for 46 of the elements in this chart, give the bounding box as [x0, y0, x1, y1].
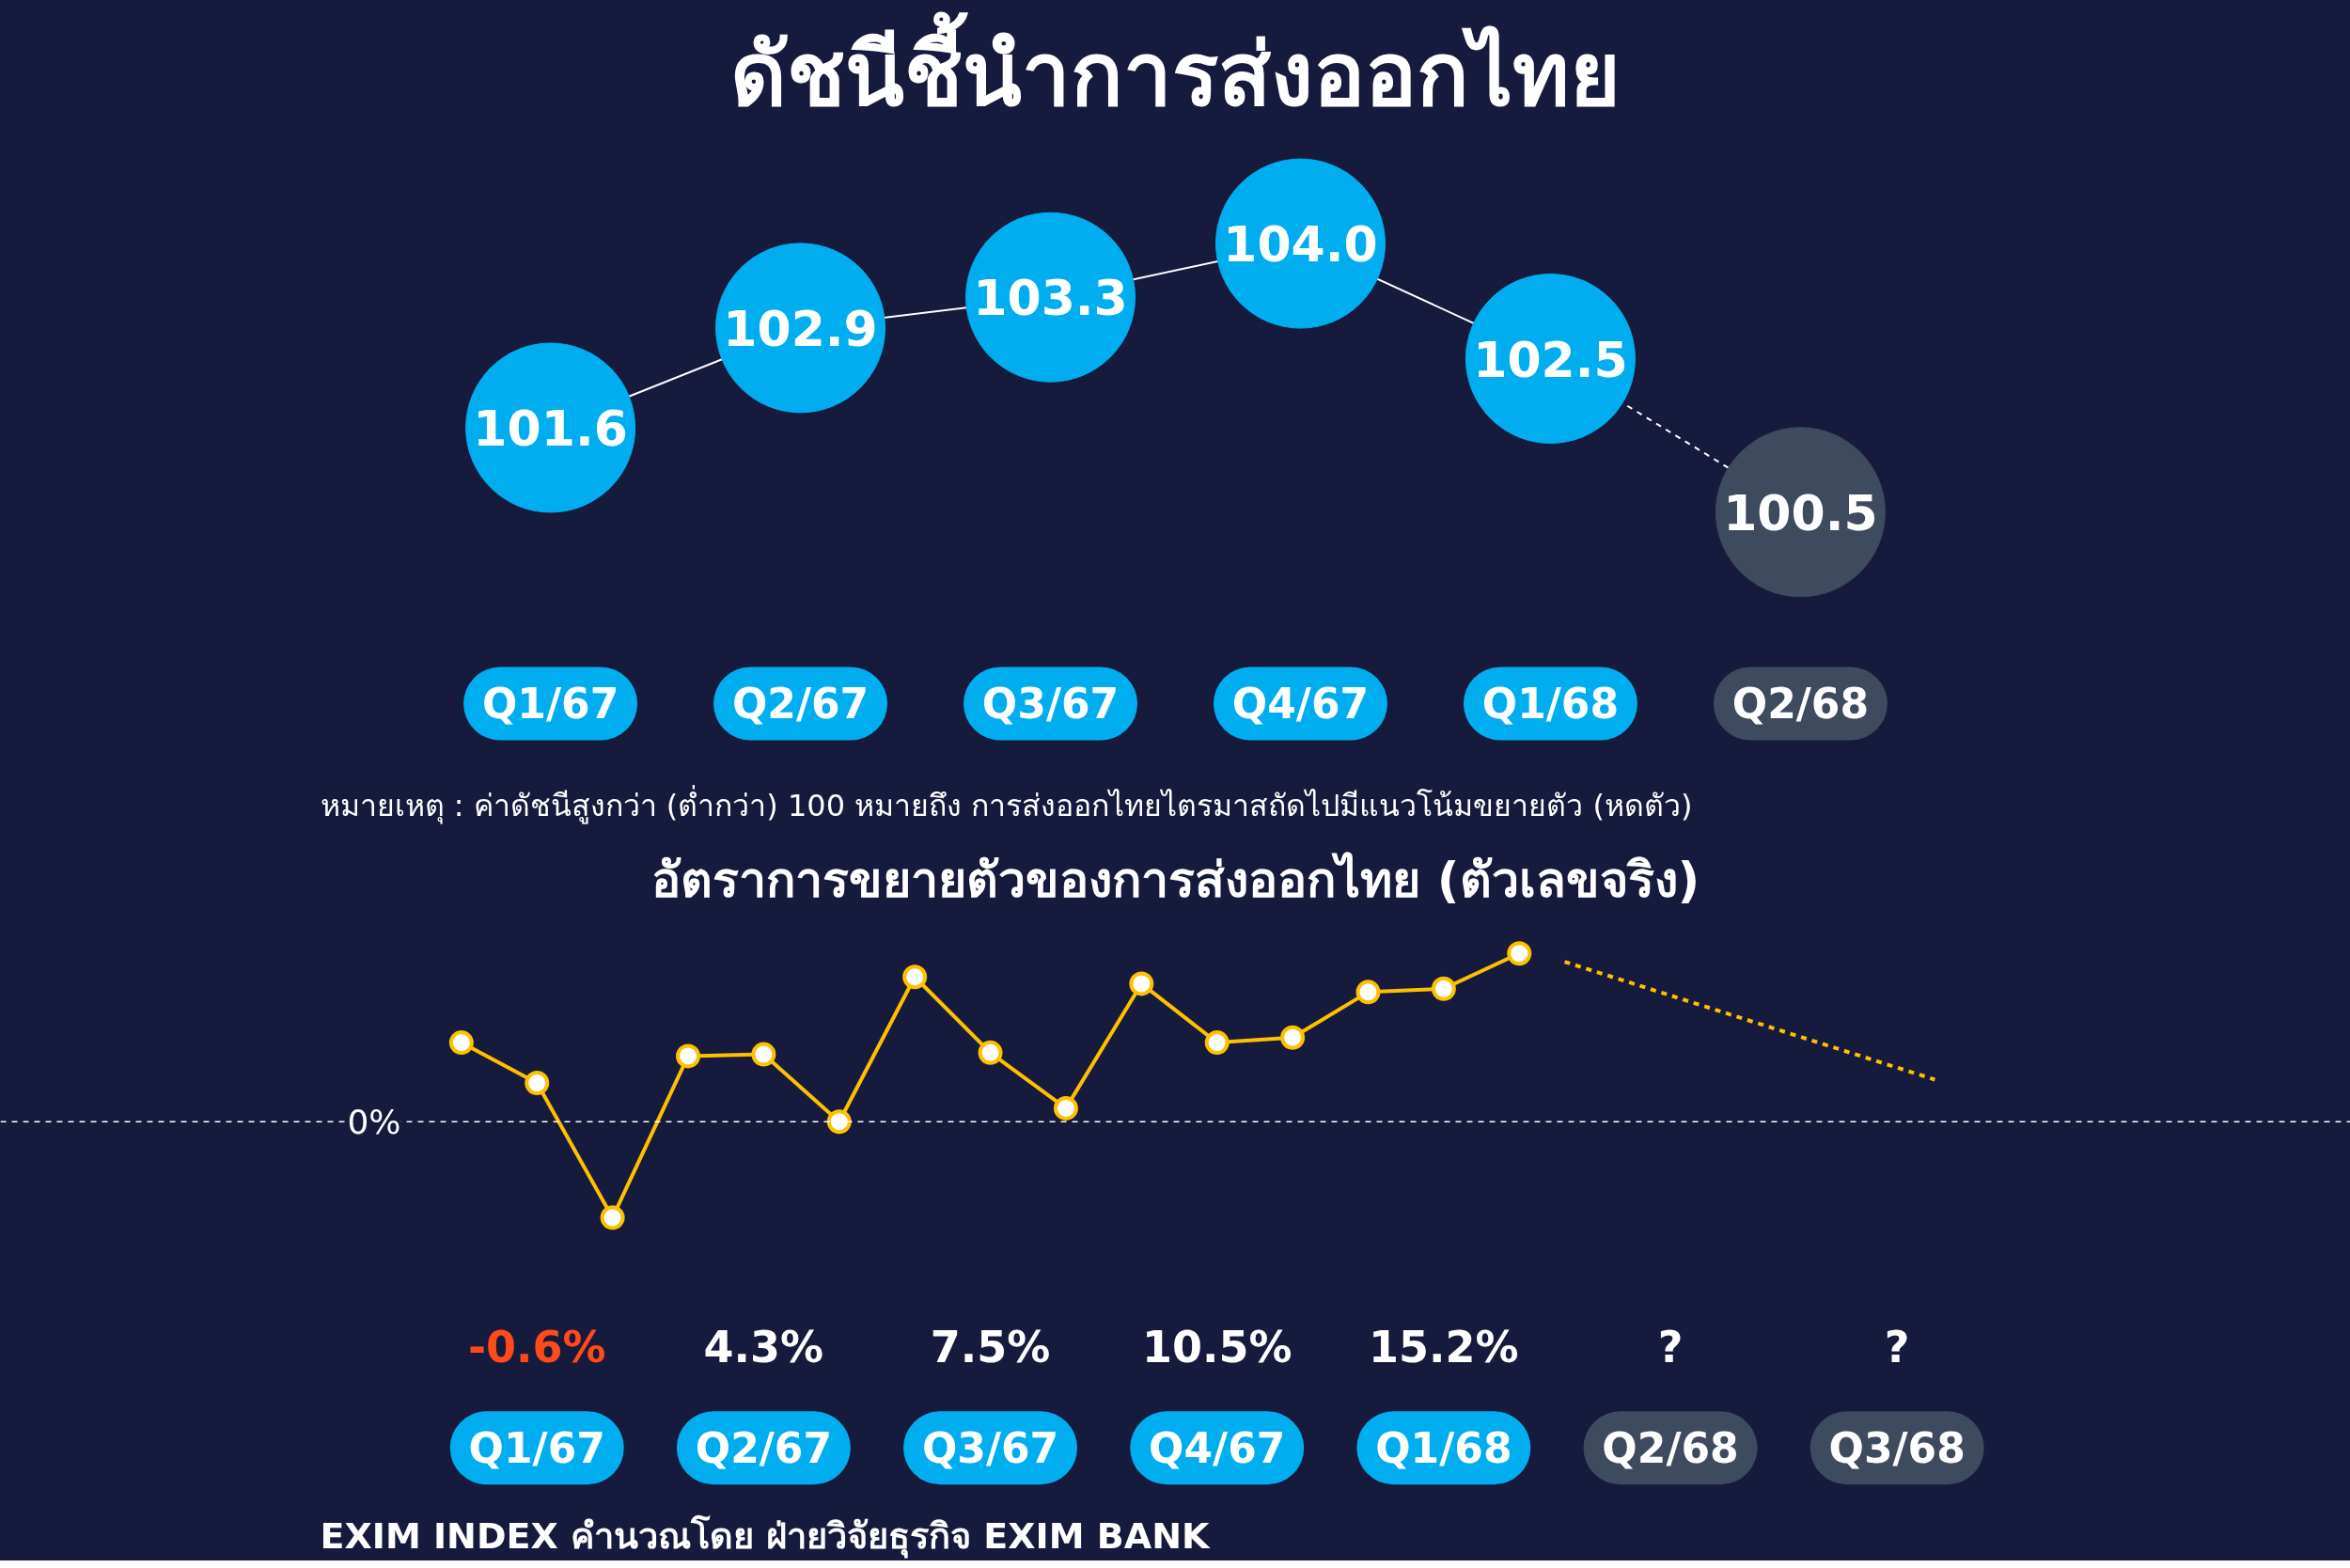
x-tick-label: Q3/68: [1828, 1423, 1966, 1472]
data-label: 102.9: [723, 300, 878, 357]
point: [1431, 976, 1456, 1001]
point: [1053, 1095, 1078, 1121]
text: ?: [1657, 1322, 1684, 1373]
point: [1280, 1025, 1306, 1050]
x-tick-label: Q2/67: [695, 1423, 833, 1472]
chart-title: ดัชนีชี้นำการส่งออกไทย: [730, 10, 1621, 125]
ref-line-label: 0%: [347, 1102, 401, 1141]
text: 7.5%: [930, 1322, 1051, 1373]
point: [448, 1030, 474, 1056]
point: [1204, 1030, 1230, 1056]
point: [600, 1205, 625, 1231]
point: [1129, 971, 1154, 996]
x-tick-label: Q1/67: [468, 1423, 605, 1472]
text: ?: [1884, 1322, 1910, 1373]
point: [978, 1040, 1003, 1065]
point: [826, 1109, 852, 1135]
point: [676, 1043, 701, 1069]
x-tick-label: Q3/67: [921, 1423, 1059, 1472]
x-tick-label: Q2/68: [1602, 1423, 1739, 1472]
data-label: 102.5: [1473, 331, 1628, 388]
chart-title: อัตราการขยายตัวของการส่งออกไทย (ตัวเลขจริง): [650, 851, 1700, 908]
x-tick-label: Q1/68: [1481, 680, 1620, 728]
point: [1507, 941, 1532, 966]
x-tick-label: Q2/68: [1731, 680, 1870, 728]
x-tick-label: Q4/67: [1149, 1423, 1286, 1472]
text: 15.2%: [1369, 1322, 1519, 1373]
point: [751, 1042, 776, 1067]
data-label: 100.5: [1723, 484, 1878, 541]
point: [902, 964, 928, 990]
x-tick-label: Q1/67: [481, 680, 619, 728]
point: [1355, 980, 1381, 1005]
x-tick-label: Q4/67: [1231, 680, 1370, 728]
point: [525, 1071, 550, 1096]
data-label: 101.6: [473, 400, 628, 457]
text: 4.3%: [703, 1322, 824, 1373]
x-tick-label: Q2/67: [731, 680, 870, 728]
x-tick-label: Q3/67: [981, 680, 1120, 728]
text: 10.5%: [1141, 1322, 1292, 1373]
text: -0.6%: [467, 1322, 606, 1373]
x-tick-label: Q1/68: [1375, 1423, 1512, 1472]
text: EXIM INDEX คำนวณโดย ฝ่ายวิจัยธุรกิจ EXIM BANK: [320, 1513, 1211, 1559]
data-label: 103.3: [973, 270, 1128, 327]
data-label: 104.0: [1223, 216, 1378, 274]
text: หมายเหตุ : ค่าดัชนีสูงกว่า (ต่ำกว่า) 100 หมายถึง การส่งออกไทยไตรมาสถัดไปมีแนวโน้มขยายตัว (หดตัว): [320, 784, 1693, 824]
